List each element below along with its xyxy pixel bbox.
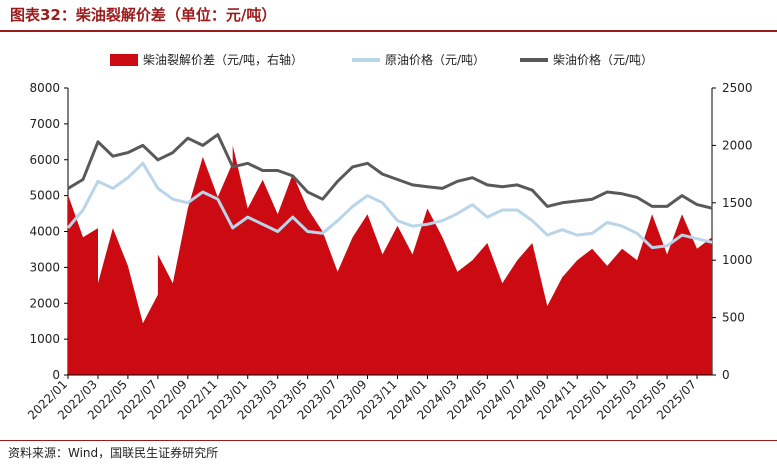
- legend-swatch-spread-area: [110, 54, 138, 66]
- left-tick-label: 7000: [29, 117, 60, 131]
- right-tick-label: 2000: [722, 138, 753, 152]
- left-axis: 0 1000 2000 3000 4000 5000 6000 7000 8000: [29, 81, 69, 382]
- chart: 柴油裂解价差（元/吨，右轴） 原油价格（元/吨） 柴油价格（元/吨） 0 1000 20…: [25, 52, 753, 422]
- left-tick-label: 4000: [29, 225, 60, 239]
- x-axis: 2022/012022/032022/052022/072022/092022/…: [25, 374, 712, 422]
- right-tick-label: 500: [722, 311, 745, 325]
- legend: 柴油裂解价差（元/吨，右轴） 原油价格（元/吨） 柴油价格（元/吨）: [110, 52, 653, 67]
- source-rule: [0, 440, 777, 441]
- figure-title: 图表32：柴油裂解价差（单位：元/吨）: [10, 6, 277, 24]
- legend-label-spread-area: 柴油裂解价差（元/吨，右轴）: [143, 52, 303, 67]
- right-tick-label: 1000: [722, 253, 753, 267]
- left-tick-label: 8000: [29, 81, 60, 95]
- title-rule: [0, 30, 777, 32]
- left-tick-label: 3000: [29, 260, 60, 274]
- left-tick-label: 0: [52, 368, 60, 382]
- crude-price-line: [66, 161, 713, 250]
- left-tick-label: 6000: [29, 153, 60, 167]
- plot-area: [66, 133, 713, 375]
- legend-label-diesel-price-line: 柴油价格（元/吨）: [553, 52, 653, 67]
- right-tick-label: 0: [722, 368, 730, 382]
- right-axis: 0 500 1000 1500 2000 2500: [711, 81, 753, 382]
- diesel-price-line: [67, 133, 713, 210]
- right-tick-label: 2500: [722, 81, 753, 95]
- left-tick-label: 1000: [29, 332, 60, 346]
- spread-area: [68, 145, 712, 375]
- source-note: 资料来源：Wind，国联民生证券研究所: [8, 446, 219, 460]
- left-tick-label: 2000: [29, 296, 60, 310]
- left-tick-label: 5000: [29, 189, 60, 203]
- right-tick-label: 1500: [722, 196, 753, 210]
- legend-label-crude-price-line: 原油价格（元/吨）: [385, 52, 485, 67]
